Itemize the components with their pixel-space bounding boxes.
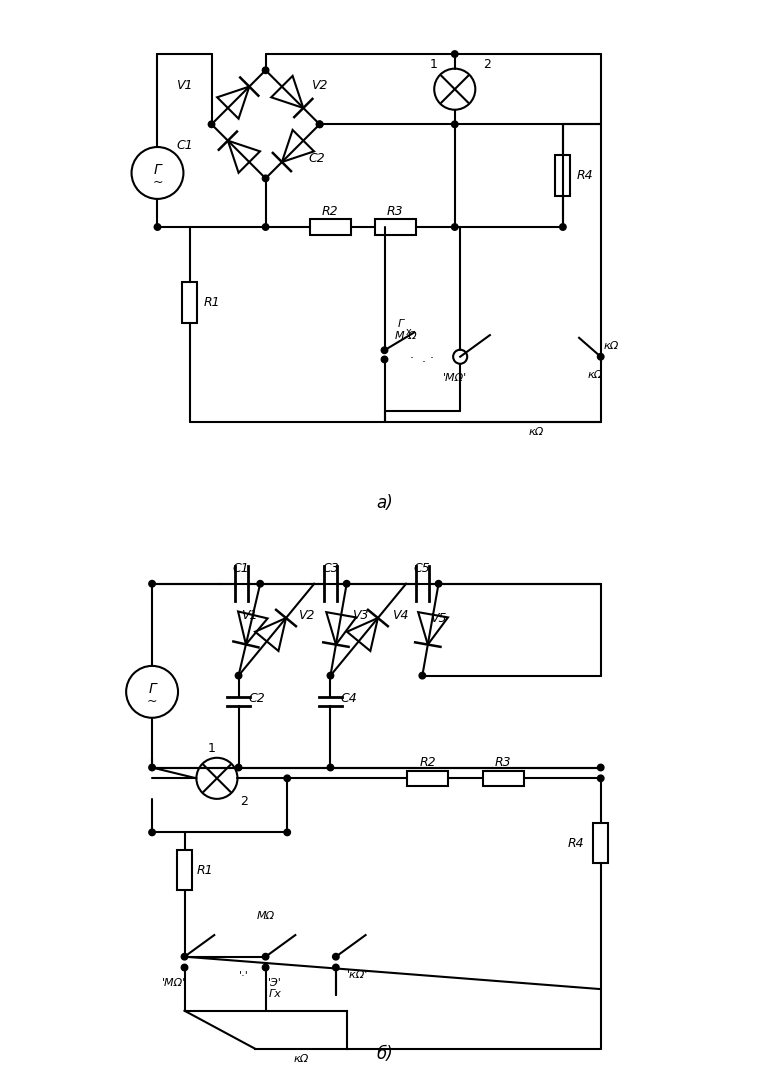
Circle shape	[451, 121, 458, 128]
Bar	[593, 823, 608, 864]
Text: V2: V2	[298, 609, 315, 622]
Bar	[408, 771, 448, 786]
Circle shape	[316, 121, 323, 128]
Text: 'Э': 'Э'	[268, 978, 282, 988]
Circle shape	[262, 953, 269, 960]
Circle shape	[149, 829, 155, 836]
Circle shape	[155, 224, 161, 230]
Text: кΩ: кΩ	[604, 341, 618, 350]
Text: 1: 1	[208, 743, 215, 756]
Circle shape	[235, 672, 241, 679]
Text: V3: V3	[352, 609, 368, 622]
Text: R4: R4	[577, 169, 593, 183]
Circle shape	[419, 672, 425, 679]
Circle shape	[381, 356, 388, 363]
Circle shape	[560, 224, 566, 230]
Circle shape	[327, 764, 334, 771]
Text: а): а)	[376, 494, 393, 512]
Circle shape	[149, 764, 155, 771]
Text: кΩ: кΩ	[293, 1054, 308, 1064]
Circle shape	[284, 829, 291, 836]
Text: C4: C4	[340, 692, 357, 705]
Text: C1: C1	[233, 562, 250, 575]
Circle shape	[333, 964, 339, 971]
Bar	[555, 156, 571, 196]
Circle shape	[284, 775, 291, 782]
Bar	[177, 850, 192, 891]
Text: V1: V1	[176, 79, 193, 92]
Bar	[310, 219, 351, 235]
Text: кΩ: кΩ	[528, 427, 544, 437]
Text: R3: R3	[387, 205, 404, 218]
Circle shape	[598, 353, 604, 360]
Text: R4: R4	[568, 837, 584, 850]
Text: C3: C3	[322, 562, 339, 575]
Circle shape	[262, 67, 269, 74]
Circle shape	[262, 175, 269, 182]
Text: V2: V2	[311, 79, 328, 92]
Text: 'МΩ': 'МΩ'	[161, 978, 186, 988]
Bar	[182, 282, 198, 323]
Circle shape	[327, 672, 334, 679]
Circle shape	[316, 121, 323, 128]
Text: R1: R1	[196, 864, 213, 877]
Circle shape	[262, 224, 269, 230]
Text: V5: V5	[431, 612, 447, 625]
Text: R3: R3	[495, 757, 511, 770]
Circle shape	[435, 580, 442, 587]
Text: Г: Г	[398, 319, 404, 329]
Text: кΩ: кΩ	[588, 371, 603, 381]
Circle shape	[451, 224, 458, 230]
Circle shape	[257, 580, 264, 587]
Circle shape	[235, 764, 241, 771]
Text: 'кΩ': 'кΩ'	[347, 971, 368, 980]
Circle shape	[262, 964, 269, 971]
Text: 'МΩ': 'МΩ'	[443, 373, 467, 383]
Text: R2: R2	[419, 757, 436, 770]
Circle shape	[598, 775, 604, 782]
Circle shape	[381, 347, 388, 353]
Text: C1: C1	[176, 138, 193, 151]
Text: 2: 2	[240, 796, 248, 809]
Text: 1: 1	[429, 57, 437, 70]
Text: ·  . ·: · . ·	[411, 352, 434, 365]
Bar	[375, 219, 415, 235]
Text: М Ω: М Ω	[395, 332, 417, 342]
Text: ~: ~	[147, 695, 158, 708]
Text: R2: R2	[322, 205, 339, 218]
Text: Г: Г	[154, 163, 161, 176]
Text: 2: 2	[483, 57, 491, 70]
Circle shape	[181, 964, 188, 971]
Text: V4: V4	[392, 609, 409, 622]
Circle shape	[181, 953, 188, 960]
Circle shape	[598, 764, 604, 771]
Circle shape	[149, 580, 155, 587]
Text: б): б)	[376, 1045, 393, 1064]
Circle shape	[208, 121, 215, 128]
Text: '·': '·'	[239, 971, 249, 980]
Text: C2: C2	[308, 152, 325, 165]
Text: C5: C5	[414, 562, 431, 575]
Text: МΩ: МΩ	[257, 911, 275, 921]
Text: Гх: Гх	[268, 989, 281, 999]
Text: R1: R1	[204, 296, 220, 309]
Text: х: х	[406, 328, 412, 337]
Circle shape	[451, 51, 458, 57]
Bar	[483, 771, 524, 786]
Text: ~: ~	[152, 176, 163, 189]
Circle shape	[333, 953, 339, 960]
Text: V1: V1	[241, 609, 258, 622]
Circle shape	[344, 580, 350, 587]
Text: C2: C2	[248, 692, 265, 705]
Text: Г: Г	[148, 682, 156, 695]
